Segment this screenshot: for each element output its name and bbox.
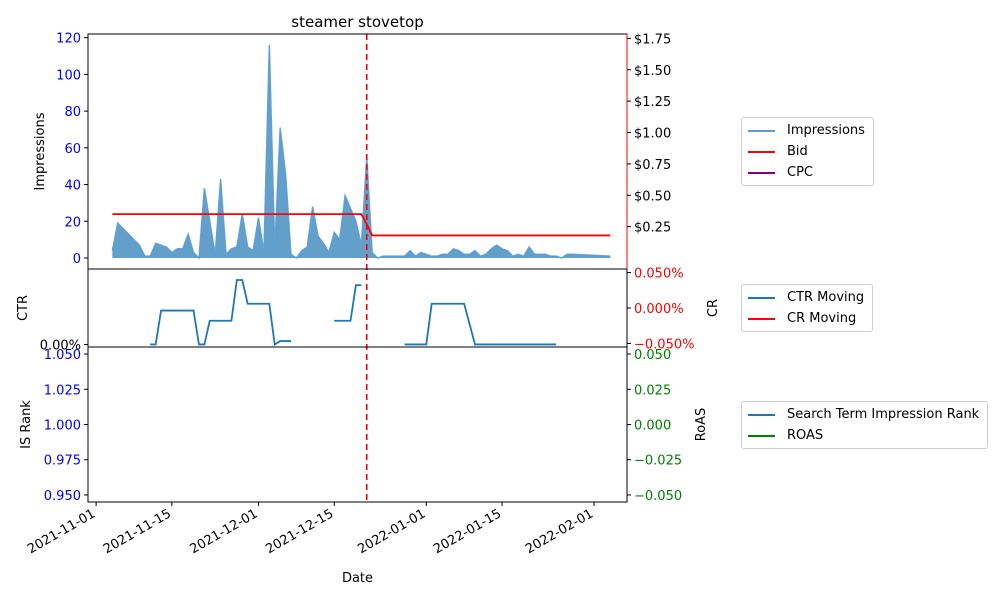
legend-swatch-ctr-moving (748, 296, 775, 299)
top-left-tick-label-1: 20 (64, 215, 81, 230)
legend-swatch-cr-moving (748, 317, 775, 320)
top-right-tick-label-5: $1.50 (634, 64, 671, 79)
middle-left-tick-label-0: 0.00% (40, 338, 81, 353)
legend-middle: CTR Moving CR Moving (741, 284, 874, 332)
legend-item-impressions: Impressions (748, 120, 865, 141)
middle-right-tick-label-0: −0.050% (634, 337, 694, 352)
top-left-tick-label-5: 100 (56, 68, 81, 83)
legend-label-cpc: CPC (787, 165, 813, 180)
legend-item-search-term-impression-rank: Search Term Impression Rank (748, 404, 979, 425)
middle-right-axis-label: CR (706, 299, 721, 317)
top-left-axis-label: Impressions (33, 112, 48, 190)
legend-bottom: Search Term Impression Rank ROAS (741, 401, 989, 449)
legend-item-bid: Bid (748, 141, 865, 162)
legend-label-impressions: Impressions (787, 123, 865, 138)
panel-frame-bottom (87, 346, 628, 503)
legend-label-search-term-impression-rank: Search Term Impression Rank (787, 407, 980, 422)
ctr-moving-line-2 (334, 284, 362, 322)
bottom-right-tick-label-2: 0.000 (634, 419, 671, 434)
top-right-tick-label-4: $1.25 (634, 95, 671, 110)
bottom-right-axis-label: RoAS (694, 408, 709, 442)
top-right-tick-label-3: $1.00 (634, 127, 671, 142)
top-left-tick-label-4: 80 (64, 105, 81, 120)
legend-item-cpc: CPC (748, 162, 865, 183)
x-tick-label-4: 2022-01-01 (355, 506, 428, 557)
bottom-left-tick-label-3: 1.025 (44, 383, 81, 398)
legend-swatch-impressions (748, 129, 775, 132)
ctr-moving-line-1 (150, 279, 291, 346)
chart-title: steamer stovetop (291, 13, 423, 31)
impressions-area (112, 45, 611, 258)
top-right-tick-label-0: $0.25 (634, 221, 671, 236)
bottom-right-tick-label-1: −0.025 (634, 454, 682, 469)
legend-label-roas: ROAS (787, 428, 824, 443)
top-left-tick-label-2: 40 (64, 179, 81, 194)
top-right-tick-label-2: $0.75 (634, 158, 671, 173)
legend-swatch-roas (748, 434, 775, 437)
legend-label-bid: Bid (787, 144, 808, 159)
middle-right-tick-label-2: 0.050% (634, 267, 684, 282)
x-tick-label-5: 2022-01-15 (431, 506, 504, 557)
legend-swatch-bid (748, 150, 775, 153)
legend-item-roas: ROAS (748, 425, 979, 446)
x-axis-label: Date (342, 571, 373, 586)
ctr-moving-line-3 (404, 302, 557, 346)
x-tick-label-1: 2021-11-15 (101, 506, 174, 557)
x-tick-label-0: 2021-11-01 (25, 506, 98, 557)
legend-label-cr-moving: CR Moving (787, 311, 857, 326)
bottom-left-tick-label-2: 1.000 (44, 419, 81, 434)
bottom-right-tick-label-0: −0.050 (634, 489, 682, 504)
x-tick-label-6: 2022-02-01 (523, 506, 596, 557)
panel-frame-middle (87, 268, 628, 348)
legend-swatch-cpc (748, 171, 775, 174)
middle-right-tick-label-1: 0.000% (634, 302, 684, 317)
x-tick-label-3: 2021-12-15 (263, 506, 336, 557)
top-left-tick-label-3: 60 (64, 142, 81, 157)
bottom-left-tick-label-1: 0.975 (44, 454, 81, 469)
impressions-line (111, 45, 611, 260)
top-right-tick-label-1: $0.50 (634, 189, 671, 204)
legend-top: Impressions Bid CPC (741, 117, 874, 186)
top-left-tick-label-0: 0 (73, 252, 81, 267)
bottom-left-axis-label: IS Rank (19, 400, 34, 449)
x-tick-label-2: 2021-12-01 (188, 506, 261, 557)
bid-line (112, 213, 611, 237)
middle-left-axis-label: CTR (16, 295, 31, 321)
legend-item-cr-moving: CR Moving (748, 308, 864, 329)
bottom-left-tick-label-4: 1.050 (44, 348, 81, 363)
legend-label-ctr-moving: CTR Moving (787, 290, 865, 305)
top-right-tick-label-6: $1.75 (634, 32, 671, 47)
legend-swatch-search-term-impression-rank (748, 413, 775, 416)
bottom-left-tick-label-0: 0.950 (44, 489, 81, 504)
bottom-right-tick-label-3: 0.025 (634, 383, 671, 398)
bottom-right-tick-label-4: 0.050 (634, 348, 671, 363)
top-left-tick-label-6: 120 (56, 32, 81, 47)
legend-item-ctr-moving: CTR Moving (748, 287, 864, 308)
